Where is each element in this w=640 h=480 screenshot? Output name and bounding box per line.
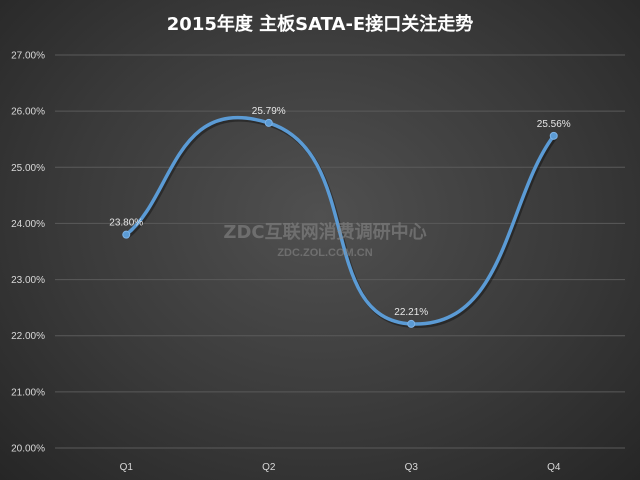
grid-lines <box>55 54 625 449</box>
y-tick-label: 22.00% <box>11 331 45 342</box>
data-point <box>407 319 416 328</box>
data-label: 25.56% <box>537 119 571 130</box>
series-line <box>124 115 556 326</box>
data-point <box>122 230 131 239</box>
data-labels: 23.80% 25.79% 22.21% 25.56% <box>109 106 571 318</box>
chart-title: 2015年度 主板SATA-E接口关注走势 <box>166 14 474 35</box>
data-label: 23.80% <box>109 218 143 229</box>
y-tick-label: 23.00% <box>11 275 45 286</box>
y-tick-label: 26.00% <box>11 107 45 118</box>
y-axis-tick-labels: 20.00% 21.00% 22.00% 23.00% 24.00% 25.00% 26.0… <box>11 51 45 455</box>
data-label: 22.21% <box>394 307 428 318</box>
series-line-shadow <box>126 117 557 328</box>
y-tick-label: 20.00% <box>11 444 45 455</box>
y-tick-label: 27.00% <box>11 51 45 62</box>
x-tick-label: Q4 <box>547 462 561 473</box>
y-tick-label: 25.00% <box>11 163 45 174</box>
x-tick-label: Q2 <box>262 462 276 473</box>
y-tick-label: 21.00% <box>11 387 45 398</box>
y-tick-label: 24.00% <box>11 219 45 230</box>
data-point <box>549 131 558 140</box>
series-line-layer <box>124 115 557 328</box>
data-points <box>122 118 558 328</box>
data-label: 25.79% <box>252 106 286 117</box>
x-axis-tick-labels: Q1 Q2 Q3 Q4 <box>120 462 561 473</box>
x-tick-label: Q3 <box>405 462 419 473</box>
data-point <box>264 118 273 127</box>
x-tick-label: Q1 <box>120 462 134 473</box>
